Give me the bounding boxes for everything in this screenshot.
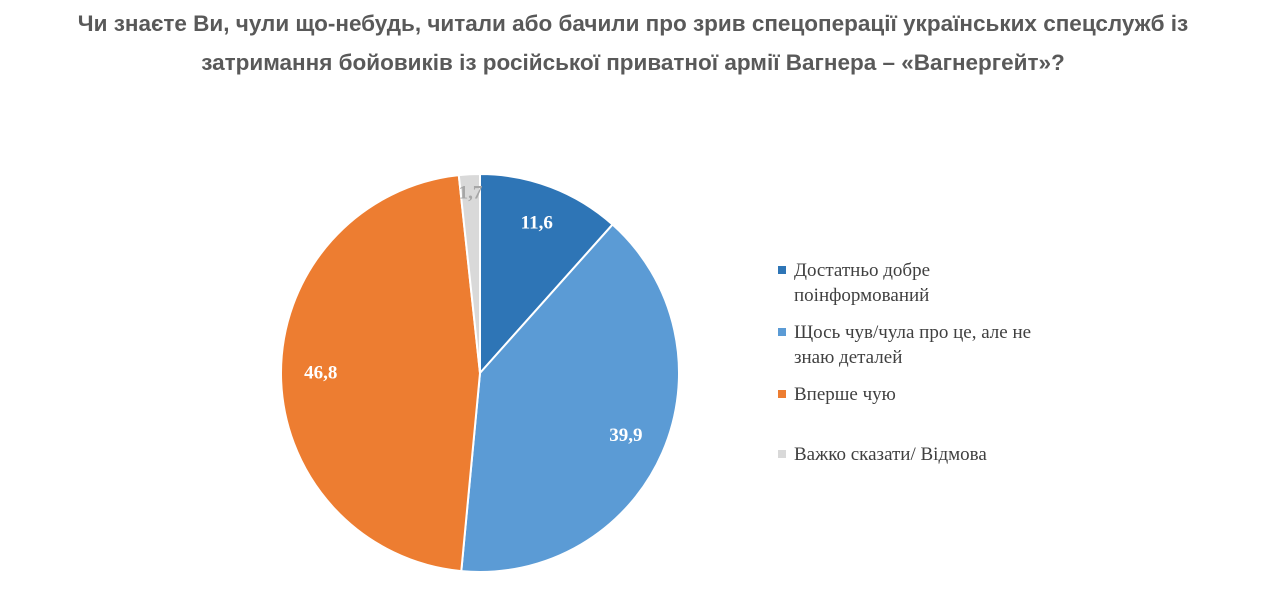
legend-swatch: [778, 390, 786, 398]
data-label: 11,6: [521, 213, 553, 234]
legend-label: Вперше чую: [794, 384, 896, 405]
legend-label: Щось чув/чула про це, але не знаю детале…: [794, 322, 1032, 368]
legend-label: Достатньо добре поінформований: [794, 260, 930, 306]
legend-swatch: [778, 328, 786, 336]
legend: Достатньо добре поінформований Щось чув/ч…: [778, 258, 1058, 502]
data-label: 46,8: [304, 362, 337, 383]
legend-swatch: [778, 450, 786, 458]
legend-swatch: [778, 266, 786, 274]
legend-item: Вперше чую: [778, 382, 1058, 430]
legend-label: Важко сказати/ Відмова: [794, 444, 987, 465]
legend-item: Достатньо добре поінформований: [778, 258, 1058, 308]
data-label: 1,7: [459, 183, 483, 204]
pie-slice: [479, 172, 614, 376]
pie-slice: [460, 223, 680, 573]
chart-title: Чи знаєте Ви, чули що-небудь, читали або…: [77, 11, 1189, 75]
legend-item: Важко сказати/ Відмова: [778, 442, 1058, 490]
legend-item: Щось чув/чула про це, але не знаю детале…: [778, 320, 1058, 370]
data-label: 39,9: [609, 425, 642, 446]
pie-slice: [280, 174, 482, 573]
pie-slice: [457, 172, 481, 374]
